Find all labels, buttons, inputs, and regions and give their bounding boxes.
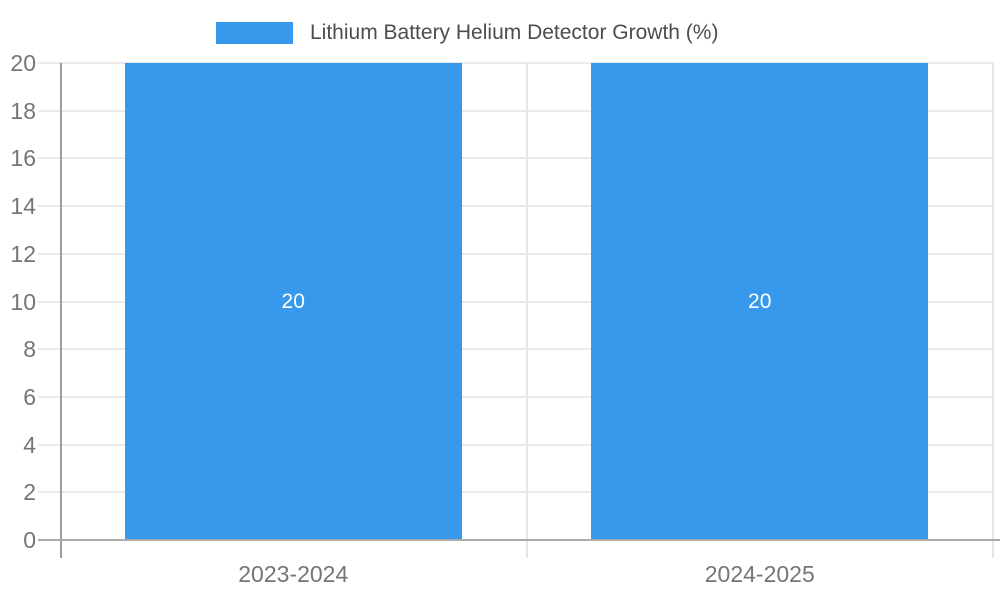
gridline: [38, 205, 993, 208]
gridline: [38, 157, 993, 160]
y-tick-label: 12: [10, 240, 36, 267]
x-axis-baseline: [38, 539, 1000, 541]
gridline: [38, 443, 993, 446]
bar-value-label: 20: [748, 289, 772, 313]
y-tick-label: 10: [10, 288, 36, 315]
y-tick-label: 14: [10, 193, 36, 220]
y-tick-label: 18: [10, 97, 36, 124]
gridline: [38, 62, 993, 64]
x-tick-label: 2024-2025: [704, 561, 815, 587]
legend-label: Lithium Battery Helium Detector Growth (…: [310, 21, 719, 44]
gridline: [38, 109, 993, 112]
gridline: [38, 300, 993, 303]
y-tick-label: 6: [23, 383, 36, 410]
x-tick-label: 2023-2024: [238, 561, 349, 587]
y-tick-label: 20: [10, 50, 36, 76]
y-tick-label: 0: [23, 527, 36, 553]
bar[interactable]: 20: [124, 63, 462, 540]
category-separator: [992, 63, 994, 558]
y-tick-label: 16: [10, 145, 36, 172]
plot-area: 0 2 4 6 8 10 12 14 16 18 20 20 20 2023-2024 2024-2025: [10, 50, 1000, 587]
gridline: [38, 491, 993, 494]
bar[interactable]: 20: [591, 63, 929, 540]
y-tick-label: 8: [23, 336, 36, 363]
legend-swatch: [216, 22, 293, 44]
bar-value-label: 20: [281, 289, 305, 313]
category-separator: [525, 63, 528, 558]
gridline: [38, 252, 993, 255]
legend[interactable]: Lithium Battery Helium Detector Growth (…: [216, 21, 718, 45]
y-tick-label: 4: [23, 431, 36, 458]
gridline: [38, 348, 993, 351]
gridline: [38, 395, 993, 398]
y-tick-label: 2: [23, 479, 36, 506]
y-axis-line: [60, 63, 62, 558]
